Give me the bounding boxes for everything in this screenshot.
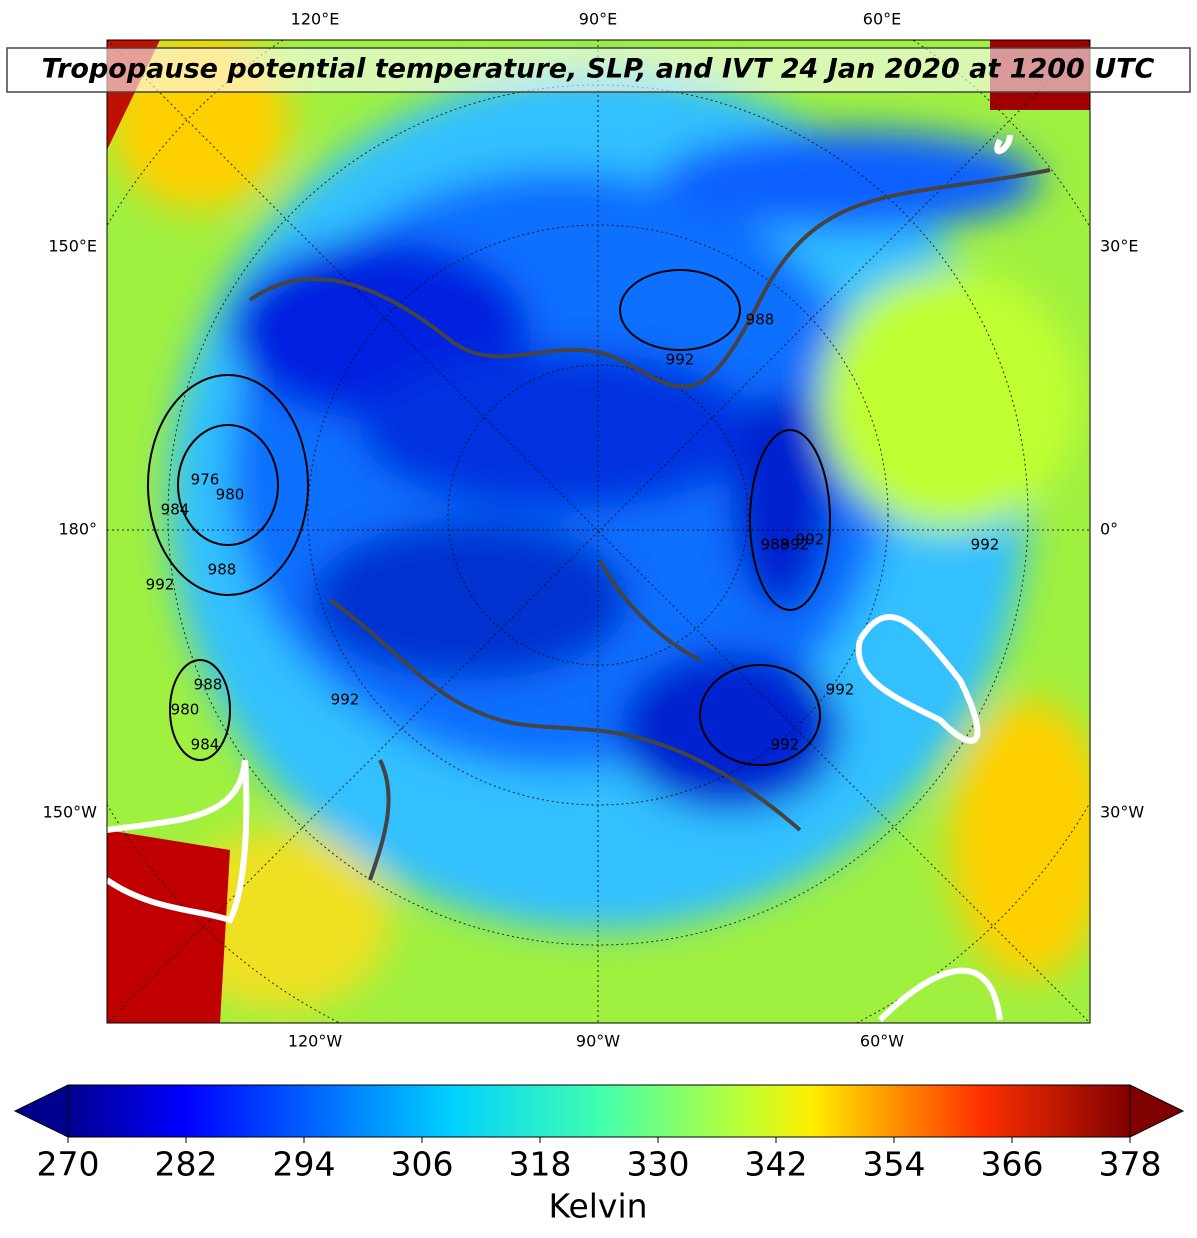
coordinate-label: 60°E	[863, 10, 901, 29]
slp-label: 984	[191, 736, 220, 754]
coordinate-label: 120°E	[291, 10, 340, 29]
colorbar-tick-label: 294	[273, 1145, 336, 1184]
slp-label: 988	[761, 536, 790, 554]
colorbar-label: Kelvin	[548, 1187, 647, 1226]
coordinate-label: 30°E	[1100, 237, 1138, 256]
colorbar-tick-label: 318	[509, 1145, 572, 1184]
colorbar	[67, 1084, 1131, 1138]
colorbar-extend-low	[13, 1084, 69, 1138]
title: Tropopause potential temperature, SLP, a…	[42, 54, 1155, 85]
coordinate-label: 180°	[58, 520, 97, 539]
slp-label: 992	[146, 576, 175, 594]
coordinate-label: 150°E	[48, 237, 97, 256]
coordinate-label: 30°W	[1100, 803, 1144, 822]
colorbar-tick-label: 330	[627, 1145, 690, 1184]
coordinate-label: 150°W	[43, 803, 98, 822]
slp-label: 992	[796, 531, 825, 549]
colorbar-tick-label: 366	[981, 1145, 1044, 1184]
colorbar-tick-label: 282	[155, 1145, 218, 1184]
slp-label: 992	[771, 736, 800, 754]
slp-label: 992	[971, 536, 1000, 554]
slp-label: 988	[746, 311, 775, 329]
slp-label: 992	[666, 351, 695, 369]
colorbar-tick-label: 342	[745, 1145, 808, 1184]
coordinate-label: 120°W	[288, 1032, 343, 1051]
slp-label: 984	[161, 501, 190, 519]
coordinate-label: 0°	[1100, 520, 1118, 539]
slp-label: 988	[194, 676, 223, 694]
slp-label: 992	[331, 691, 360, 709]
coordinate-label: 60°W	[860, 1032, 904, 1051]
colorbar-tick-label: 354	[863, 1145, 926, 1184]
slp-label: 980	[171, 701, 200, 719]
colorbar-extend-high	[1129, 1084, 1185, 1138]
slp-label: 992	[781, 536, 810, 554]
colorbar-tick-label: 378	[1099, 1145, 1162, 1184]
coordinate-label: 90°W	[576, 1032, 620, 1051]
title-box	[6, 47, 1191, 93]
coordinate-label: 90°E	[579, 10, 617, 29]
map-field	[107, 40, 1090, 1023]
slp-label: 992	[826, 681, 855, 699]
slp-label: 980	[216, 486, 245, 504]
colorbar-tick-label: 306	[391, 1145, 454, 1184]
slp-label: 988	[208, 561, 237, 579]
colorbar-tick-label: 270	[37, 1145, 100, 1184]
slp-label: 976	[191, 471, 220, 489]
